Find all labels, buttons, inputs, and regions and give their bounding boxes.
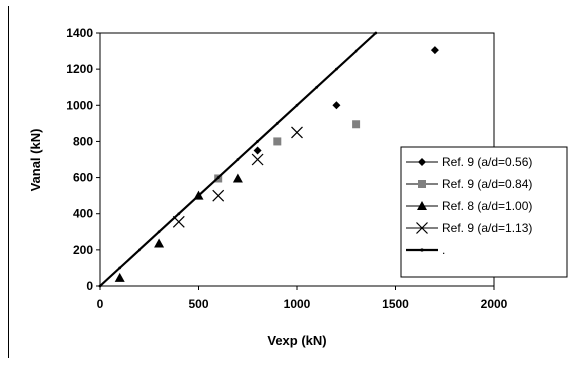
reference-line-point (216, 176, 220, 179)
x-tick-label: 2000 (481, 297, 508, 311)
y-tick-label: 400 (73, 207, 93, 221)
y-tick-label: 0 (86, 279, 93, 293)
data-point (114, 272, 125, 282)
legend-label: Ref. 9 (a/d=0.56) (442, 155, 532, 169)
y-tick-label: 600 (73, 171, 93, 185)
reference-line-point (98, 284, 102, 288)
data-point (154, 238, 165, 248)
reference-line-point (335, 67, 338, 71)
y-tick-label: 800 (73, 134, 93, 148)
x-axis: 0 500 1000 1500 2000 (97, 286, 508, 311)
cross-icon (416, 222, 428, 234)
reference-line-point (138, 248, 141, 252)
reference-line-point (374, 31, 378, 35)
data-point (232, 173, 243, 183)
line-icon (420, 248, 424, 252)
reference-line-point (118, 266, 122, 270)
y-tick-label: 200 (73, 243, 93, 257)
legend-label: Ref. 9 (a/d=0.84) (442, 177, 532, 191)
reference-line-point (157, 230, 161, 234)
triangle-icon (417, 201, 427, 210)
legend-box (400, 146, 568, 278)
reference-line-point (315, 85, 319, 89)
data-point (212, 189, 225, 202)
data-point (430, 46, 439, 55)
y-tick-label: 1200 (66, 62, 93, 76)
x-axis-title: Vexp (kN) (267, 333, 326, 348)
y-axis: 0 200 400 600 800 1000 1200 1400 (66, 26, 100, 293)
x-tick-label: 1500 (382, 297, 409, 311)
legend-label: Ref. 9 (a/d=1.13) (442, 221, 532, 235)
reference-line-point (177, 212, 181, 216)
x-tick-label: 500 (188, 297, 208, 311)
y-tick-label: 1400 (66, 26, 93, 40)
x-tick-label: 0 (97, 297, 104, 311)
series-layer (98, 31, 439, 288)
legend-label: Ref. 8 (a/d=1.00) (442, 199, 532, 213)
reference-line-point (197, 194, 200, 198)
data-point (332, 101, 341, 110)
square-icon (418, 180, 426, 188)
reference-line-point (256, 140, 259, 143)
reference-line-point (354, 49, 358, 53)
data-point (291, 126, 303, 139)
legend-label: . (442, 243, 445, 257)
diamond-icon (418, 158, 426, 166)
x-tick-label: 1000 (284, 297, 311, 311)
reference-line-point (295, 103, 299, 107)
reference-line-point (275, 121, 279, 125)
reference-line-point (236, 158, 240, 161)
data-point (352, 120, 361, 129)
legend: Ref. 9 (a/d=0.56) Ref. 9 (a/d=0.84) Ref. 8… (400, 146, 568, 278)
data-point (253, 146, 262, 155)
chart-frame (8, 6, 557, 358)
y-tick-label: 1000 (66, 98, 93, 112)
data-point (251, 153, 264, 166)
y-axis-title: Vanal (kN) (28, 129, 43, 192)
data-point (273, 137, 282, 146)
